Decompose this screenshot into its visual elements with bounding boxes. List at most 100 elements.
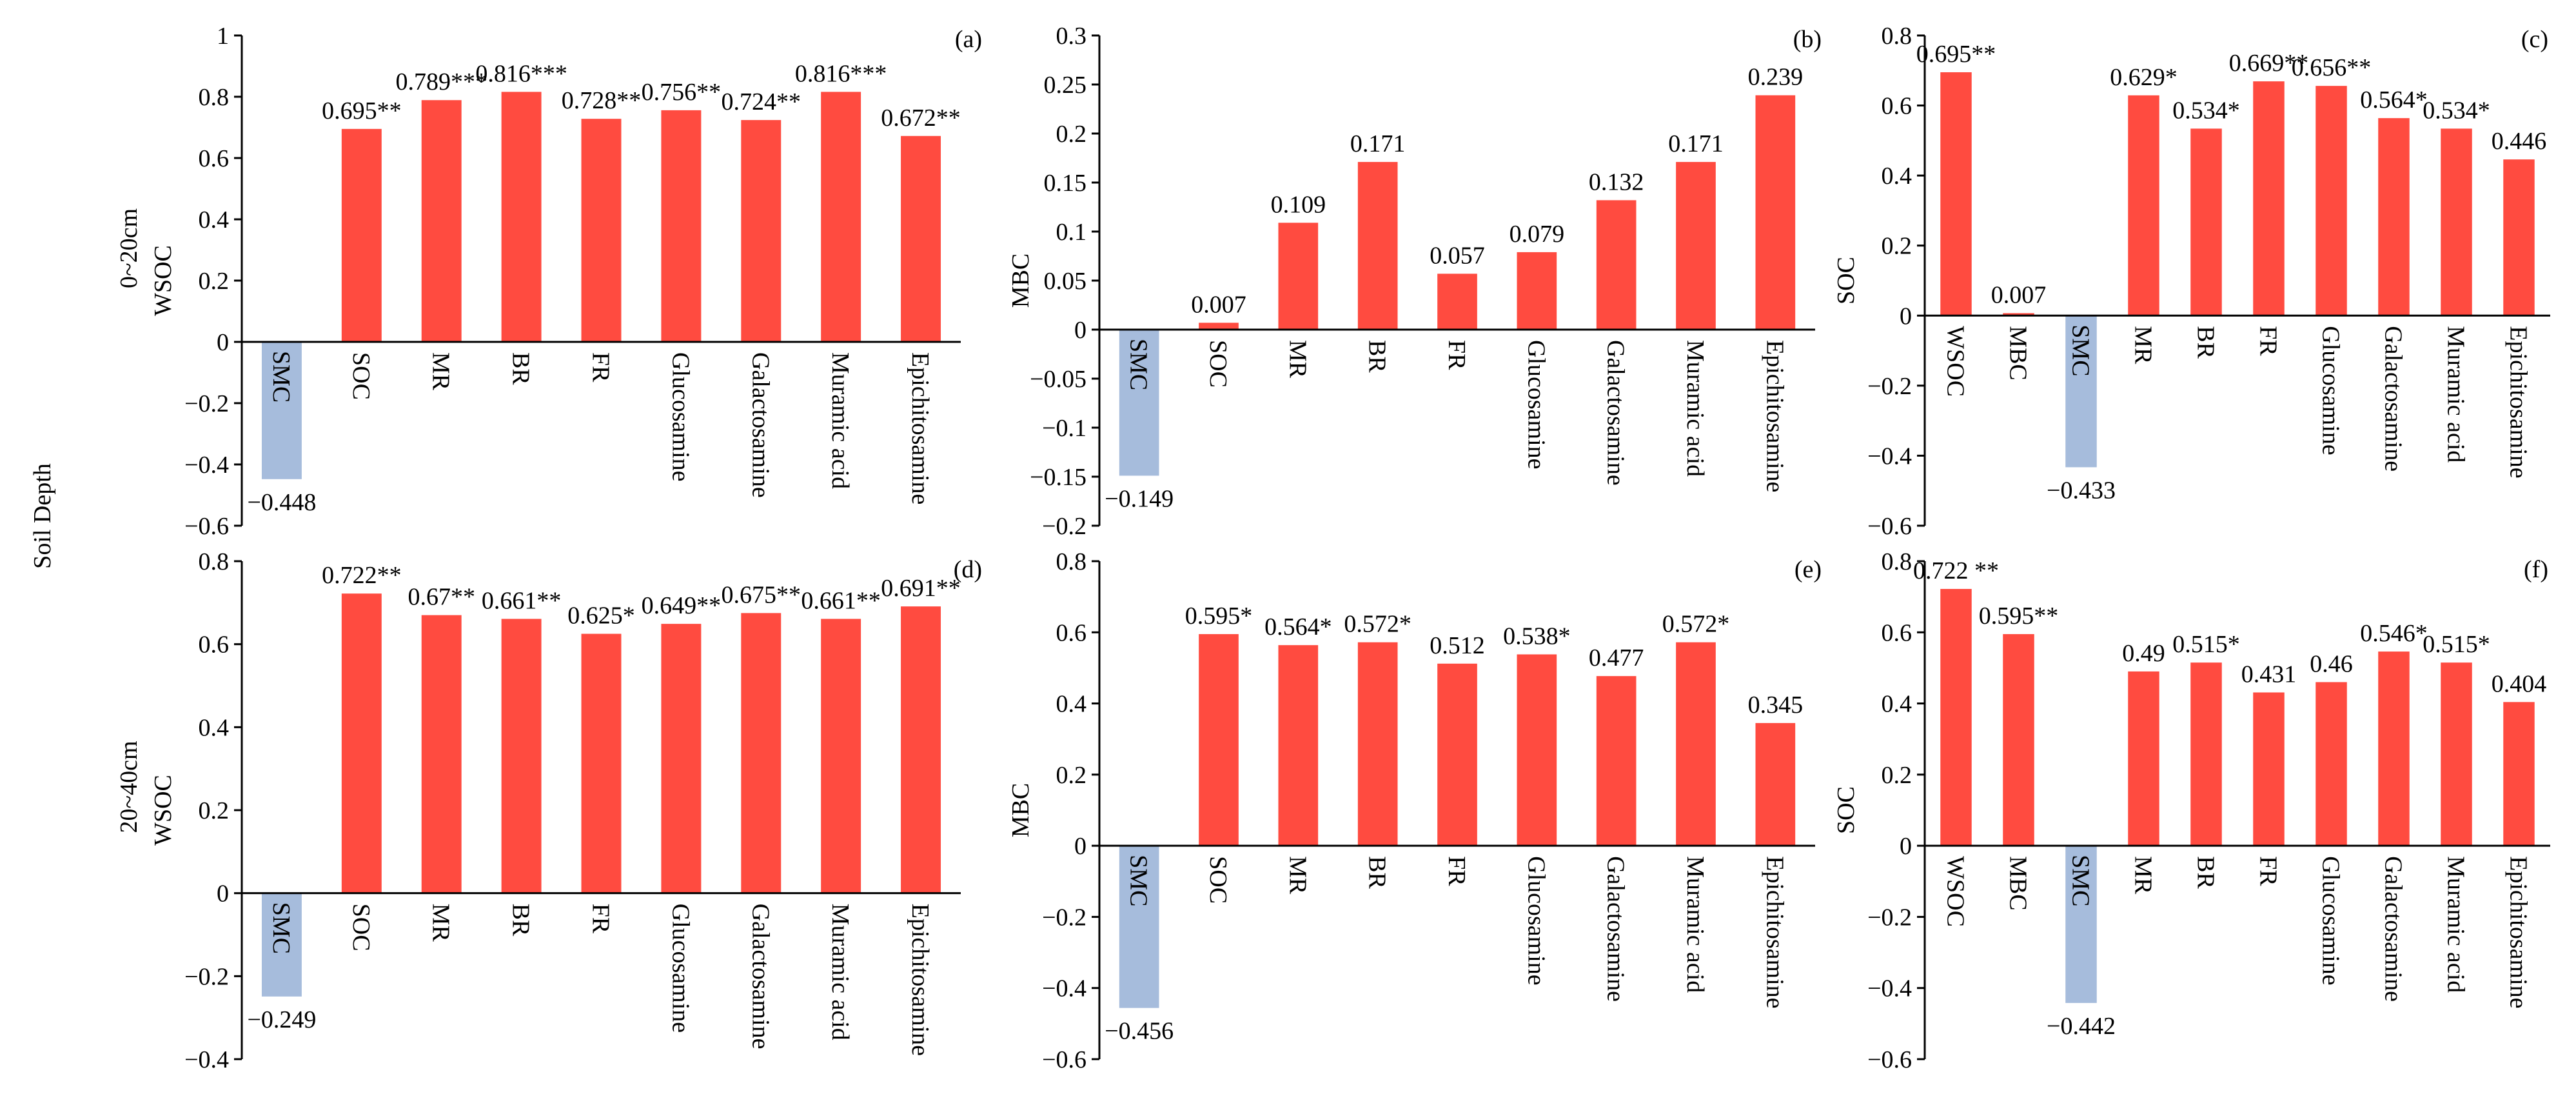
data-label: 0.695** <box>322 97 402 124</box>
bar-muramic-acid <box>2441 128 2472 316</box>
bar-smc <box>1119 846 1159 1008</box>
category-label: Glucosamine <box>2317 856 2345 986</box>
data-label: 0.722 ** <box>1913 557 1999 584</box>
data-label: −0.442 <box>2047 1013 2116 1040</box>
bar-epichitosamine <box>2503 702 2535 846</box>
bar-glucosamine <box>661 110 702 342</box>
data-label: 0.649** <box>642 592 722 619</box>
data-label: 0.515* <box>2423 631 2490 658</box>
data-label: 0.345 <box>1748 691 1804 719</box>
category-label: MBC <box>2005 326 2032 380</box>
bar-mbc <box>2003 634 2034 846</box>
y-tick-label: −0.15 <box>1030 464 1086 491</box>
chart-e: −0.6 −0.4 −0.2 0 0.2 0.4 0.6 0.8 MBC (e) SMC −0.456… <box>1007 548 1822 1073</box>
bar-galactosamine <box>1596 676 1637 846</box>
y-axis-label: WSOC <box>150 775 177 846</box>
data-label: 0.109 <box>1271 191 1326 218</box>
y-tick-label: −0.2 <box>1042 513 1086 540</box>
y-tick-label: −0.2 <box>184 390 229 417</box>
y-tick-label: 0.4 <box>199 714 230 741</box>
data-label: 0.629* <box>2110 64 2178 91</box>
data-label: 0.534* <box>2172 97 2240 124</box>
category-label: MR <box>2130 326 2157 364</box>
bar-smc <box>2065 846 2097 1003</box>
category-label: Muramic acid <box>827 904 854 1040</box>
category-label: Epichitosamine <box>2505 856 2532 1008</box>
bar-glucosamine <box>2315 682 2347 846</box>
y-tick-label: 0.8 <box>199 84 230 111</box>
bar-glucosamine <box>1517 252 1557 330</box>
category-label: MR <box>1284 340 1311 379</box>
data-label: 0.67** <box>408 584 475 611</box>
data-label: 0.477 <box>1589 644 1644 671</box>
data-label: −0.433 <box>2047 477 2116 504</box>
y-tick-label: 0.25 <box>1044 72 1087 99</box>
bar-fr <box>2253 692 2285 846</box>
data-label: 0.722** <box>322 562 402 589</box>
data-label: 0.728** <box>562 87 642 114</box>
bar-fr <box>1437 663 1477 846</box>
data-label: −0.456 <box>1105 1018 1174 1045</box>
data-label: 0.564* <box>1264 613 1332 641</box>
category-label: Epichitosamine <box>1761 340 1788 492</box>
panel-label: (f) <box>2524 556 2548 583</box>
y-tick-label: 0.8 <box>1882 548 1912 575</box>
bar-br <box>501 619 542 893</box>
category-label: SOC <box>1204 340 1232 388</box>
y-tick-label: −0.4 <box>1042 975 1086 1002</box>
y-tick-label: −0.2 <box>1867 904 1912 931</box>
data-label: 0.661** <box>482 587 562 614</box>
data-label: 0.669** <box>2229 50 2309 77</box>
y-tick-label: 0.4 <box>199 206 230 234</box>
bar-smc <box>2065 315 2097 468</box>
y-tick-label: −0.2 <box>1042 904 1086 931</box>
category-label: SMC <box>1125 855 1152 906</box>
y-tick-label: 0.4 <box>1882 163 1912 190</box>
category-label: BR <box>507 352 535 385</box>
bar-glucosamine <box>2315 86 2347 316</box>
data-label: 0.816*** <box>475 60 567 87</box>
bar-br <box>1357 642 1398 846</box>
chart-c: −0.6 −0.4 −0.2 0 0.2 0.4 0.6 0.8 SOC (c) WSOC 0.695… <box>1833 23 2550 540</box>
data-label: −0.249 <box>247 1006 316 1033</box>
bar-soc <box>1199 634 1239 846</box>
category-label: BR <box>1364 340 1391 373</box>
category-label: MR <box>428 352 455 391</box>
y-tick-label: 0.1 <box>1056 219 1087 246</box>
bar-wsoc <box>1940 72 1972 316</box>
bar-soc <box>341 128 382 342</box>
y-axis-label: SOC <box>1833 257 1860 304</box>
y-tick-label: −0.2 <box>184 963 229 990</box>
category-label: Epichitosamine <box>907 352 934 504</box>
y-axis-label: MBC <box>1007 254 1034 308</box>
data-label: 0.695** <box>1916 41 1996 68</box>
category-label: Muramic acid <box>2443 326 2470 462</box>
y-tick-label: 0.6 <box>1056 619 1087 646</box>
bar-mr <box>1278 223 1319 330</box>
bar-galactosamine <box>2378 118 2410 316</box>
category-label: Glucosamine <box>667 904 694 1033</box>
y-tick-label: 0.2 <box>1056 121 1087 148</box>
data-label: 0.661** <box>801 587 881 614</box>
data-label: 0.816*** <box>795 60 887 87</box>
data-label: 0.789*** <box>395 68 487 95</box>
category-label: Epichitosamine <box>2505 326 2532 478</box>
y-axis-label: SOC <box>1833 786 1860 834</box>
bar-soc <box>1199 323 1239 330</box>
y-tick-label: 0 <box>1900 303 1912 330</box>
category-label: SMC <box>268 351 295 403</box>
data-label: 0.49 <box>2122 640 2165 667</box>
y-tick-label: −0.6 <box>1867 513 1912 540</box>
bar-epichitosamine <box>1755 95 1796 330</box>
category-label: Muramic acid <box>2443 856 2470 993</box>
y-tick-label: −0.6 <box>1042 1046 1086 1073</box>
bar-muramic-acid <box>1676 642 1716 846</box>
category-label: SMC <box>1125 339 1152 390</box>
bar-fr <box>1437 274 1477 330</box>
chart-panels: −0.6−0.4−0.200.20.40.60.81WSOC(a)SMC−0.4… <box>150 23 2550 1073</box>
bar-mr <box>2128 95 2159 316</box>
data-label: 0.512 <box>1430 632 1485 659</box>
bar-muramic-acid <box>2441 662 2472 846</box>
category-label: Epichitosamine <box>1761 856 1788 1008</box>
